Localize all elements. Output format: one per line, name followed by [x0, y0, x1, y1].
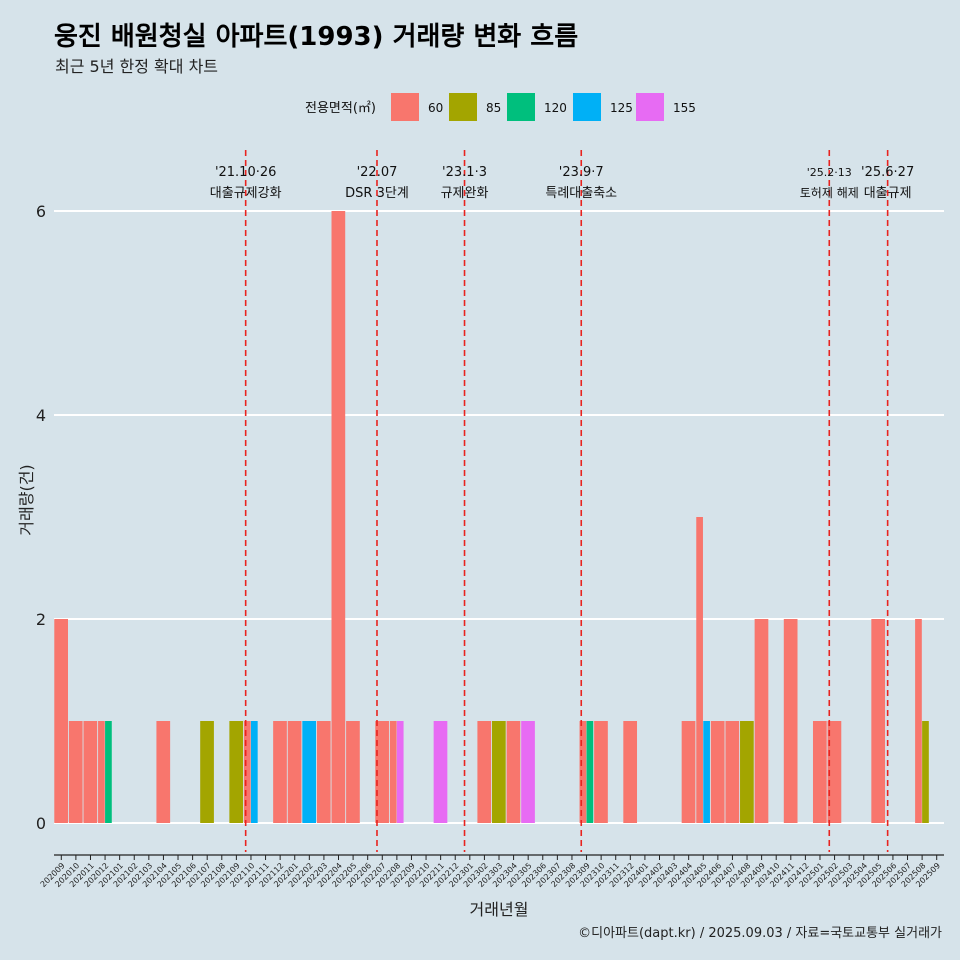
bars	[54, 211, 929, 823]
bar	[871, 619, 886, 823]
event-label: 규제완화	[441, 186, 489, 201]
bar	[273, 721, 287, 823]
bar	[68, 721, 83, 823]
y-tick-label: 0	[36, 814, 46, 833]
event-label: 특례대출축소	[545, 186, 617, 201]
bar	[243, 721, 251, 823]
bar	[783, 619, 798, 823]
event-date: '25.2·13	[807, 166, 852, 179]
bar	[521, 721, 535, 823]
bar	[579, 721, 587, 823]
bar	[316, 721, 331, 823]
bar	[54, 619, 68, 823]
event-date: '23.9·7	[559, 165, 604, 180]
bar	[105, 721, 112, 823]
bar	[812, 721, 827, 823]
bar	[922, 721, 929, 823]
bar	[491, 721, 506, 823]
y-axis-title: 거래량(건)	[17, 464, 36, 535]
bar	[725, 721, 740, 823]
legend-swatch	[391, 93, 419, 121]
event-lines: '21.10·26 대출규제강화 '22.07 DSR 3단계 '23.1·3 규제완화 '…	[210, 150, 914, 852]
bar	[331, 211, 346, 823]
bar	[98, 721, 105, 823]
event-date: '21.10·26	[215, 165, 276, 180]
legend-label: 120	[544, 101, 567, 115]
bar	[586, 721, 594, 823]
bar	[703, 721, 710, 823]
bar	[696, 517, 703, 823]
bar	[710, 721, 725, 823]
legend-swatch	[573, 93, 601, 121]
legend-label: 155	[673, 101, 696, 115]
bar	[302, 721, 317, 823]
legend-swatch	[449, 93, 477, 121]
bar	[200, 721, 214, 823]
legend-title: 전용면적(㎡)	[305, 101, 376, 116]
bar	[623, 721, 638, 823]
bar	[506, 721, 521, 823]
y-tick-label: 4	[36, 406, 46, 425]
y-tick-label: 2	[36, 610, 46, 629]
chart-title: 웅진 배원청실 아파트(1993) 거래량 변화 흐름	[54, 22, 579, 52]
legend-label: 60	[428, 101, 443, 115]
bar	[229, 721, 244, 823]
source-caption: ©디아파트(dapt.kr) / 2025.09.03 / 자료=국토교통부 실…	[578, 926, 942, 941]
event-label: 대출규제	[864, 186, 912, 201]
legend-swatch	[507, 93, 535, 121]
bar	[389, 721, 397, 823]
x-axis-title: 거래년월	[470, 900, 529, 919]
event-label: 대출규제강화	[210, 186, 282, 201]
bar	[754, 619, 769, 823]
bar	[681, 721, 696, 823]
bar	[250, 721, 258, 823]
legend-swatch	[636, 93, 664, 121]
event-date: '22.07	[357, 165, 398, 180]
event-date: '23.1·3	[442, 165, 487, 180]
bar	[396, 721, 404, 823]
event-date: '25.6·27	[861, 165, 914, 180]
bar	[346, 721, 360, 823]
bar	[375, 721, 389, 823]
bar	[287, 721, 302, 823]
legend-label: 85	[486, 101, 501, 115]
bar	[915, 619, 922, 823]
bar	[477, 721, 492, 823]
bar	[594, 721, 608, 823]
legend: 전용면적(㎡) 60 85 120 125 155	[305, 93, 696, 121]
y-tick-label: 6	[36, 202, 46, 221]
event-label: 토허제 해제	[800, 186, 859, 200]
event-label: DSR 3단계	[345, 186, 409, 201]
bar	[83, 721, 98, 823]
bar	[156, 721, 171, 823]
chart-subtitle: 최근 5년 한정 확대 차트	[55, 57, 219, 76]
legend-label: 125	[610, 101, 633, 115]
bar	[433, 721, 448, 823]
bar	[827, 721, 842, 823]
bar	[740, 721, 754, 823]
